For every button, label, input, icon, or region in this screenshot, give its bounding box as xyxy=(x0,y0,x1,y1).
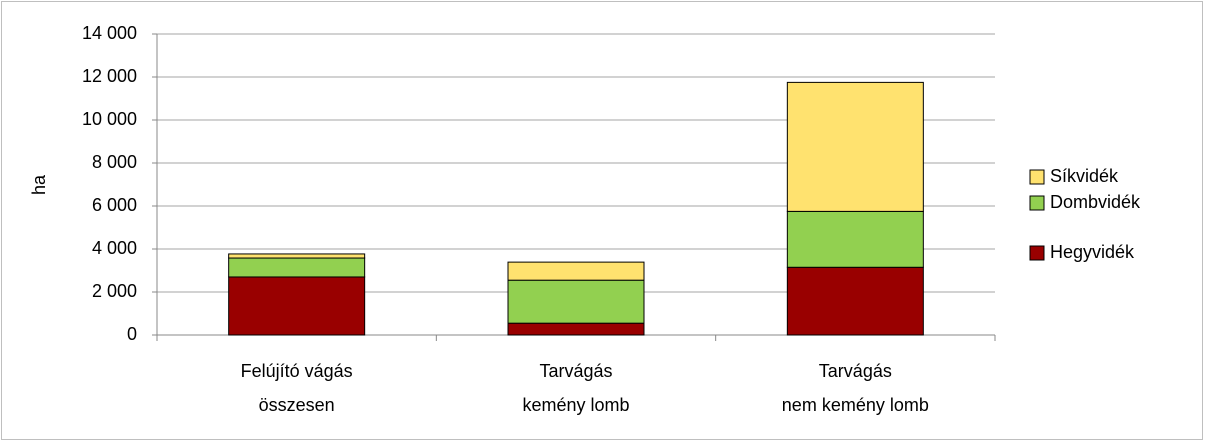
legend-label: Síkvidék xyxy=(1050,166,1119,186)
x-tick-label: nem kemény lomb xyxy=(782,395,929,415)
bar-segment xyxy=(228,253,366,259)
legend-swatch xyxy=(1029,245,1045,261)
y-axis-label: ha xyxy=(29,174,49,195)
bar-segment xyxy=(786,266,924,336)
bar-segment xyxy=(507,322,645,336)
y-tick-label: 10 000 xyxy=(82,109,137,129)
y-tick-label: 12 000 xyxy=(82,66,137,86)
bar-segment xyxy=(228,276,366,336)
x-tick-label: Tarvágás xyxy=(539,361,612,381)
x-tick-label: összesen xyxy=(259,395,335,415)
bar-segment xyxy=(507,279,645,324)
y-tick-label: 8 000 xyxy=(92,152,137,172)
y-tick-label: 6 000 xyxy=(92,195,137,215)
legend-label: Hegyvidék xyxy=(1050,242,1135,262)
x-tick-label: Tarvágás xyxy=(819,361,892,381)
y-tick-label: 14 000 xyxy=(82,23,137,43)
bar-segment xyxy=(786,210,924,268)
bar-segment xyxy=(228,257,366,278)
x-tick-label: kemény lomb xyxy=(522,395,629,415)
y-tick-label: 0 xyxy=(127,324,137,344)
legend-swatch xyxy=(1029,195,1045,211)
bar-segment xyxy=(786,81,924,212)
legend-label: Dombvidék xyxy=(1050,192,1141,212)
y-tick-label: 2 000 xyxy=(92,281,137,301)
legend-swatch xyxy=(1029,169,1045,185)
y-tick-label: 4 000 xyxy=(92,238,137,258)
bar-segment xyxy=(507,261,645,281)
x-tick-label: Felújító vágás xyxy=(241,361,353,381)
